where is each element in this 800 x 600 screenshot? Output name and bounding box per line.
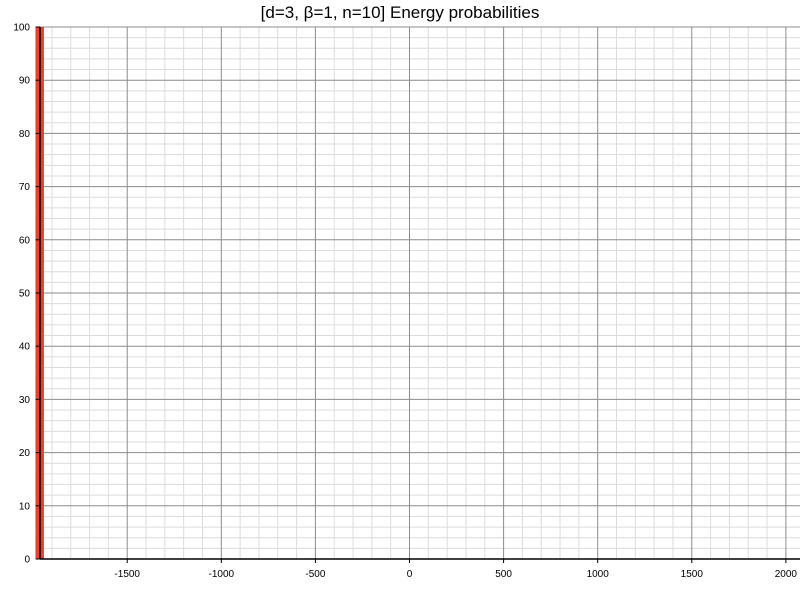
- x-tick-label: -500: [305, 569, 325, 580]
- y-tick-label: 10: [19, 501, 31, 512]
- y-tick-label: 100: [13, 23, 30, 34]
- grid: [35, 26, 800, 560]
- tick-labels: -1500 -1000 -500 0 500 1000 1500 2000 0 10 20 30 40 5…: [13, 23, 797, 581]
- axes: [36, 26, 800, 563]
- y-tick-label: 20: [19, 448, 31, 459]
- y-tick-label: 30: [19, 395, 31, 406]
- x-tick-label: 1500: [681, 569, 704, 580]
- chart-title: [d=3, β=1, n=10] Energy probabilities: [260, 3, 540, 22]
- x-tick-label: 1000: [587, 569, 610, 580]
- x-tick-label: 500: [495, 569, 512, 580]
- y-tick-label: 0: [24, 555, 30, 566]
- x-tick-label: 2000: [775, 569, 798, 580]
- y-tick-label: 70: [19, 182, 31, 193]
- y-tick-label: 50: [19, 289, 31, 300]
- y-tick-label: 60: [19, 235, 31, 246]
- x-tick-label: -1000: [209, 569, 235, 580]
- y-tick-label: 40: [19, 342, 31, 353]
- y-tick-label: 80: [19, 129, 31, 140]
- y-tick-label: 90: [19, 76, 31, 87]
- x-tick-label: -1500: [114, 569, 140, 580]
- x-tick-label: 0: [407, 569, 413, 580]
